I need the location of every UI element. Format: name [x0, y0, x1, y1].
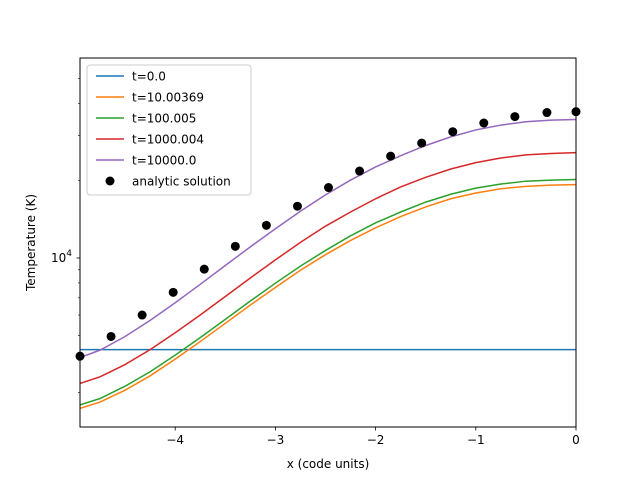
- analytic-point: [106, 331, 116, 341]
- series-layer: [80, 118, 576, 410]
- analytic-point: [386, 151, 396, 161]
- analytic-point: [324, 183, 333, 193]
- axes-layer: −4 −3 −2 −1 0 104: [51, 78, 580, 447]
- legend-label-4: t=10000.0: [132, 154, 196, 168]
- series-line-2: [80, 178, 576, 406]
- series-line-3: [80, 151, 576, 385]
- x-tick-label: −2: [367, 433, 385, 447]
- legend-label-1: t=10.00369: [132, 91, 204, 105]
- x-axis-label: x (code units): [287, 457, 370, 471]
- legend: t=0.0 t=10.00369 t=100.005 t=1000.004 t=1000…: [86, 64, 252, 196]
- analytic-point: [261, 220, 271, 230]
- analytic-point: [510, 112, 520, 122]
- analytic-point: [292, 201, 302, 211]
- analytic-point: [137, 310, 147, 320]
- legend-label-5: analytic solution: [132, 175, 231, 189]
- legend-label-3: t=1000.004: [132, 133, 204, 147]
- x-tick-label: −3: [267, 433, 285, 447]
- analytic-point: [168, 287, 178, 297]
- analytic-point: [199, 264, 209, 274]
- legend-marker: [105, 176, 115, 186]
- analytic-point: [448, 127, 458, 137]
- analytic-point: [355, 166, 365, 176]
- legend-label-0: t=0.0: [132, 70, 166, 84]
- series-line-4: [80, 118, 576, 359]
- x-tick-label: 0: [572, 433, 580, 447]
- analytic-point: [417, 138, 427, 148]
- analytic-point: [479, 118, 489, 128]
- x-tick-label: −1: [467, 433, 485, 447]
- analytic-points-layer: [75, 107, 581, 361]
- analytic-point: [542, 108, 552, 118]
- legend-label-2: t=100.005: [132, 112, 196, 126]
- legend-items: t=0.0 t=10.00369 t=100.005 t=1000.004 t=1000…: [96, 70, 231, 189]
- y-axis-label: Temperature (K): [24, 194, 38, 292]
- series-line-1: [80, 183, 576, 410]
- x-tick-label: −4: [166, 433, 184, 447]
- plot-frame: [79, 57, 577, 428]
- y-tick-label: 104: [51, 249, 72, 265]
- analytic-point: [230, 241, 240, 251]
- legend-box: [86, 64, 252, 196]
